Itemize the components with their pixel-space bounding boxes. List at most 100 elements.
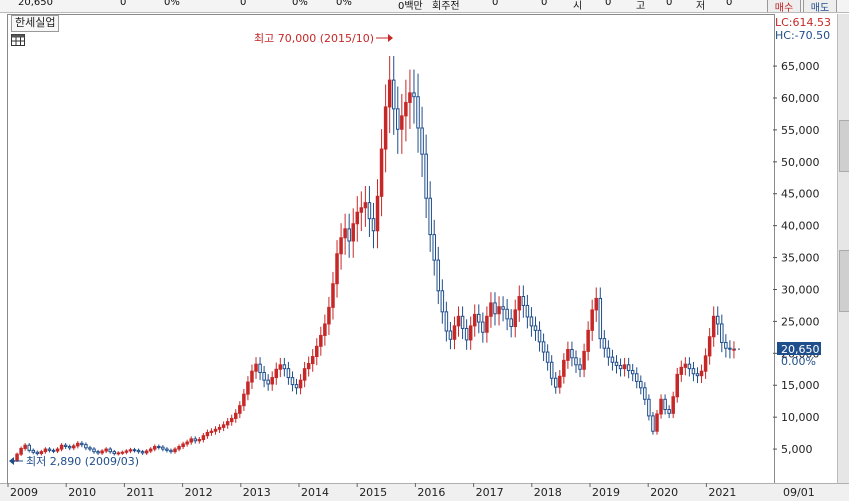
candle-body bbox=[558, 375, 562, 388]
candle-body bbox=[412, 92, 416, 98]
grid-table-icon[interactable] bbox=[11, 34, 25, 46]
vertical-scrollbar[interactable] bbox=[837, 14, 849, 500]
candle bbox=[310, 349, 315, 372]
candle bbox=[525, 294, 530, 329]
candle-body bbox=[416, 96, 420, 129]
candle-body bbox=[610, 356, 615, 363]
candle-body bbox=[424, 153, 428, 199]
candle-body bbox=[258, 363, 262, 373]
candle-body bbox=[266, 379, 270, 385]
y-tick-label: 35,000 bbox=[781, 252, 820, 265]
candle bbox=[432, 219, 436, 276]
candle bbox=[205, 429, 210, 439]
candle bbox=[509, 309, 513, 338]
x-tick-label: 2014 bbox=[301, 486, 329, 499]
candle-body bbox=[651, 415, 655, 432]
candle-body bbox=[298, 379, 303, 389]
candle bbox=[493, 292, 497, 326]
candle-body bbox=[71, 445, 76, 449]
candle-body bbox=[23, 444, 27, 449]
header-value-5: 0% bbox=[336, 0, 352, 8]
candle-body bbox=[545, 351, 550, 363]
y-tick-label: 15,000 bbox=[781, 379, 820, 392]
candle bbox=[153, 444, 157, 452]
candle-body bbox=[234, 412, 238, 419]
candle bbox=[63, 443, 68, 449]
header-ind-2-value: 0 bbox=[666, 0, 673, 8]
candle bbox=[266, 374, 270, 391]
candle bbox=[209, 428, 214, 436]
candle bbox=[286, 361, 291, 385]
candle bbox=[715, 306, 720, 335]
candle-body bbox=[63, 444, 68, 448]
candle-body bbox=[286, 368, 291, 379]
candle bbox=[468, 316, 473, 350]
candle bbox=[262, 365, 266, 388]
y-tick-label: 5,000 bbox=[781, 443, 813, 456]
candle-body bbox=[460, 315, 465, 329]
candle-body bbox=[217, 426, 222, 430]
candle-body bbox=[294, 384, 299, 389]
header-value-1: 0 bbox=[120, 0, 127, 8]
y-tick-label: 45,000 bbox=[781, 188, 820, 201]
candle-body bbox=[404, 101, 408, 117]
stock-legend-tab[interactable]: 한세실업 bbox=[11, 15, 60, 32]
candle bbox=[250, 364, 254, 389]
candle bbox=[96, 449, 100, 455]
candle-body bbox=[351, 223, 355, 242]
candle bbox=[440, 279, 445, 324]
candle-body bbox=[88, 447, 92, 450]
candle-body bbox=[92, 448, 96, 453]
candle-body bbox=[124, 450, 129, 453]
candle-body bbox=[452, 325, 457, 340]
candle bbox=[578, 357, 582, 378]
candle-body bbox=[242, 393, 246, 407]
candle-body bbox=[509, 318, 513, 328]
scrollbar-thumb[interactable] bbox=[839, 120, 849, 172]
candle bbox=[460, 306, 465, 340]
x-tick-label: 2021 bbox=[708, 486, 736, 499]
candle-body bbox=[391, 79, 396, 110]
candle-body bbox=[238, 405, 242, 414]
candle bbox=[663, 394, 667, 415]
x-tick-label: 2018 bbox=[534, 486, 562, 499]
candle bbox=[294, 378, 299, 395]
candle-body bbox=[379, 148, 384, 197]
candle bbox=[651, 411, 655, 435]
candle-body bbox=[695, 373, 700, 377]
candle bbox=[88, 445, 92, 452]
candle-body bbox=[67, 446, 72, 449]
candle bbox=[339, 223, 343, 270]
scrollbar-thumb-secondary[interactable] bbox=[839, 250, 849, 312]
x-tick-label: 2011 bbox=[126, 486, 154, 499]
candle bbox=[549, 355, 554, 386]
candle bbox=[485, 306, 489, 343]
sell-button[interactable]: 매도 bbox=[803, 0, 837, 12]
candle-body bbox=[481, 321, 485, 333]
candle-body bbox=[282, 364, 287, 370]
buy-button[interactable]: 매수 bbox=[767, 0, 801, 12]
candle bbox=[359, 191, 364, 232]
candle bbox=[43, 447, 48, 454]
candle-body bbox=[602, 338, 607, 349]
candle-body bbox=[375, 195, 380, 232]
candle bbox=[213, 426, 218, 435]
candle-body bbox=[27, 444, 31, 451]
candle bbox=[258, 357, 262, 381]
candle-body bbox=[400, 115, 404, 130]
candle bbox=[634, 367, 639, 389]
candle bbox=[497, 296, 501, 326]
candle bbox=[177, 444, 181, 452]
candle bbox=[173, 447, 177, 454]
candle bbox=[647, 394, 651, 421]
candle bbox=[606, 340, 611, 366]
candle bbox=[387, 56, 392, 134]
candle bbox=[691, 361, 696, 382]
candle-body bbox=[319, 334, 323, 347]
candle bbox=[181, 441, 185, 449]
candle-body bbox=[205, 431, 210, 437]
candle bbox=[529, 307, 534, 337]
candle-body bbox=[43, 448, 48, 453]
candle bbox=[323, 314, 327, 346]
candle bbox=[229, 414, 234, 426]
